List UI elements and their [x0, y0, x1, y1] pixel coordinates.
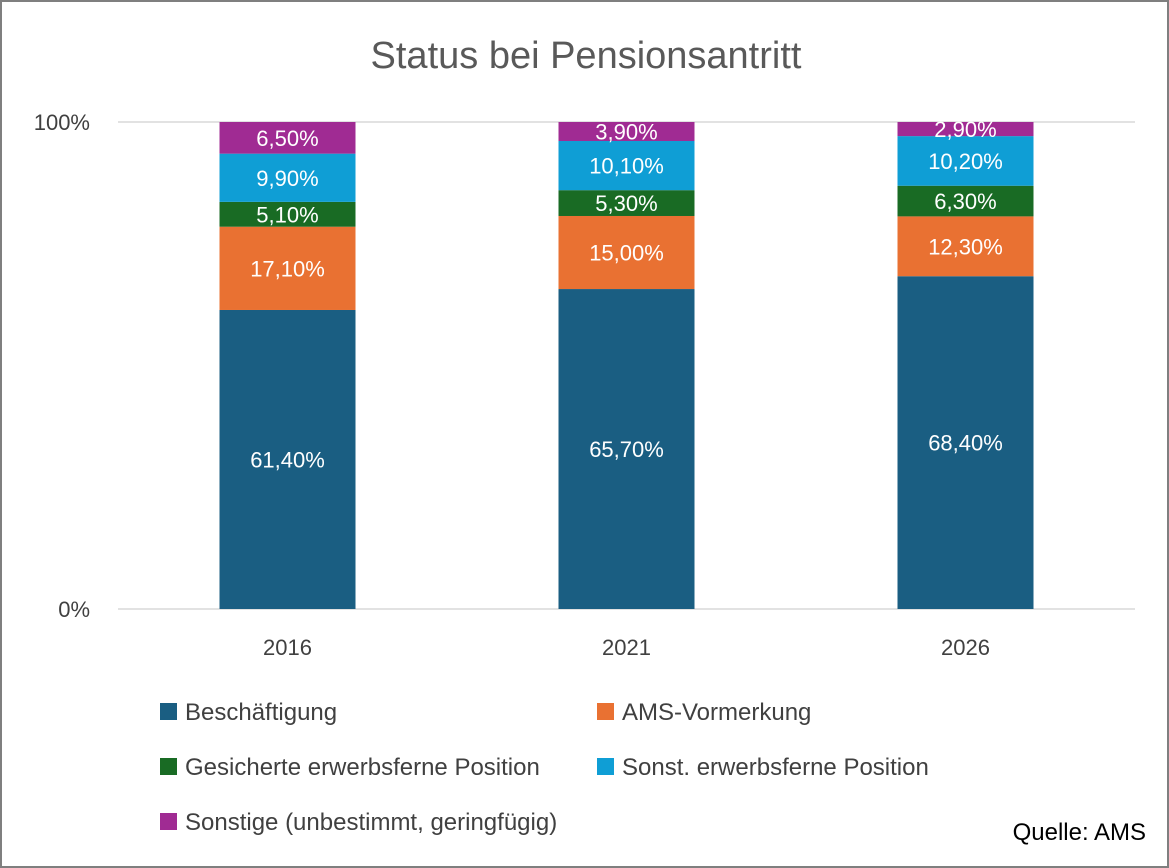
bar-segment [558, 140, 695, 191]
data-label: 2,90% [934, 117, 996, 142]
x-tick-label: 2026 [941, 635, 990, 660]
legend-label: Sonstige (unbestimmt, geringfügig) [185, 809, 557, 836]
bar-segment [897, 136, 1034, 186]
bar-segment [897, 276, 1034, 609]
bar-segment [897, 216, 1034, 277]
legend-swatch [597, 703, 614, 720]
y-tick-label: 0% [58, 597, 90, 622]
data-label: 5,30% [595, 191, 657, 216]
data-label: 68,40% [928, 431, 1003, 456]
y-axis-ticks: 0% 100% [34, 110, 90, 622]
x-tick-label: 2016 [263, 635, 312, 660]
data-label: 10,10% [589, 154, 664, 179]
data-label: 9,90% [256, 166, 318, 191]
chart-title: Status bei Pensionsantritt [371, 35, 802, 77]
legend-label: Sonst. erwerbsferne Position [622, 754, 929, 781]
bar-segment [897, 185, 1034, 217]
data-label: 17,10% [250, 256, 325, 281]
data-label: 3,90% [595, 119, 657, 144]
legend-label: AMS-Vormerkung [622, 699, 811, 726]
bar-segment [558, 289, 695, 609]
legend-label: Gesicherte erwerbsferne Position [185, 754, 540, 781]
y-tick-label: 100% [34, 110, 90, 135]
x-axis-ticks: 2016 2021 2026 [263, 635, 990, 660]
bar-segment [219, 122, 356, 154]
legend-swatch [597, 758, 614, 775]
bar-segment [897, 122, 1034, 137]
data-label: 61,40% [250, 447, 325, 472]
bar-segment [219, 153, 356, 202]
bar-segment [558, 122, 695, 141]
data-label: 10,20% [928, 149, 1003, 174]
data-label: 6,50% [256, 126, 318, 151]
bar-segment [558, 215, 695, 290]
source-note: Quelle: AMS [1013, 819, 1146, 846]
data-label: 15,00% [589, 241, 664, 266]
data-label: 65,70% [589, 437, 664, 462]
legend-swatch [160, 813, 177, 830]
data-label: 12,30% [928, 234, 1003, 259]
bar-segment [219, 201, 356, 227]
data-label: 5,10% [256, 202, 318, 227]
x-tick-label: 2021 [602, 635, 651, 660]
legend-swatch [160, 758, 177, 775]
bar-segment [558, 190, 695, 216]
data-label: 6,30% [934, 189, 996, 214]
bars: 61,40% 17,10% 5,10% 9,90% 6,50% 65,70% 15,00% 5… [219, 117, 1034, 609]
legend: Beschäftigung AMS-Vormerkung Gesicherte er… [160, 699, 929, 836]
legend-label: Beschäftigung [185, 699, 337, 726]
bar-segment [219, 309, 356, 609]
legend-swatch [160, 703, 177, 720]
bar-segment [219, 226, 356, 310]
